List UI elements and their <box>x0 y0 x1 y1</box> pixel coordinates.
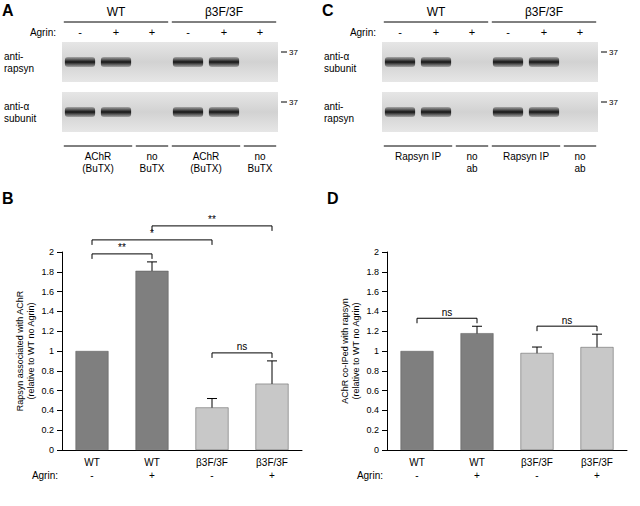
svg-text:0.2: 0.2 <box>366 425 379 435</box>
svg-text:anti-α: anti-α <box>4 101 29 112</box>
svg-text:-: - <box>90 470 93 481</box>
svg-text:-: - <box>186 26 190 38</box>
svg-text:+: + <box>269 470 275 481</box>
svg-text:no: no <box>146 151 158 162</box>
svg-text:ns: ns <box>237 341 248 352</box>
svg-text:D: D <box>327 190 339 207</box>
svg-text:WT: WT <box>427 5 446 19</box>
svg-text:+: + <box>149 26 155 38</box>
svg-text:anti-: anti- <box>4 51 23 62</box>
svg-text:Agrin:: Agrin: <box>30 27 56 38</box>
svg-text:Rapsyn IP: Rapsyn IP <box>503 151 549 162</box>
svg-text:+: + <box>577 26 583 38</box>
svg-text:β3F/3F: β3F/3F <box>205 5 243 19</box>
svg-text:B: B <box>2 190 14 207</box>
svg-text:ab: ab <box>466 163 478 174</box>
svg-text:0.6: 0.6 <box>41 386 54 396</box>
svg-text:0.4: 0.4 <box>41 405 54 415</box>
svg-text:subunit: subunit <box>324 63 356 74</box>
svg-text:0.8: 0.8 <box>41 366 54 376</box>
svg-text:37: 37 <box>609 48 618 57</box>
svg-text:1: 1 <box>374 346 379 356</box>
svg-text:no: no <box>574 151 586 162</box>
svg-text:1.6: 1.6 <box>41 287 54 297</box>
svg-text:(BuTX): (BuTX) <box>82 163 114 174</box>
svg-text:+: + <box>257 26 263 38</box>
svg-text:β3F/3F: β3F/3F <box>581 457 613 468</box>
svg-text:0.4: 0.4 <box>366 405 379 415</box>
svg-text:AChR: AChR <box>193 151 220 162</box>
svg-text:WT: WT <box>144 457 160 468</box>
svg-text:1.8: 1.8 <box>41 267 54 277</box>
svg-text:ns: ns <box>562 315 573 326</box>
svg-text:β3F/3F: β3F/3F <box>521 457 553 468</box>
svg-text:(BuTX): (BuTX) <box>190 163 222 174</box>
svg-text:BuTX: BuTX <box>139 163 164 174</box>
svg-text:+: + <box>433 26 439 38</box>
svg-text:WT: WT <box>107 5 126 19</box>
svg-text:rapsyn: rapsyn <box>324 113 354 124</box>
svg-text:Agrin:: Agrin: <box>32 470 58 481</box>
svg-text:WT: WT <box>469 457 485 468</box>
svg-text:-: - <box>210 470 213 481</box>
svg-text:0.2: 0.2 <box>41 425 54 435</box>
svg-text:1: 1 <box>49 346 54 356</box>
svg-text:ns: ns <box>442 307 453 318</box>
svg-text:1.2: 1.2 <box>41 326 54 336</box>
svg-text:(relative to WT no Agrin): (relative to WT no Agrin) <box>351 303 361 400</box>
svg-text:no: no <box>254 151 266 162</box>
svg-text:**: ** <box>208 214 216 225</box>
svg-text:1.6: 1.6 <box>366 287 379 297</box>
svg-text:WT: WT <box>409 457 425 468</box>
svg-text:Rapsyn associated with AChR: Rapsyn associated with AChR <box>15 290 25 411</box>
svg-text:Rapsyn IP: Rapsyn IP <box>395 151 441 162</box>
svg-text:2: 2 <box>49 247 54 257</box>
svg-text:(relative to WT no Agrin): (relative to WT no Agrin) <box>26 303 36 400</box>
svg-text:0: 0 <box>49 445 54 455</box>
svg-text:subunit: subunit <box>4 113 36 124</box>
svg-text:+: + <box>469 26 475 38</box>
svg-text:Agrin:: Agrin: <box>357 470 383 481</box>
svg-text:1.4: 1.4 <box>41 306 54 316</box>
svg-text:0.8: 0.8 <box>366 366 379 376</box>
svg-text:**: ** <box>118 242 126 253</box>
svg-text:+: + <box>149 470 155 481</box>
svg-text:β3F/3F: β3F/3F <box>256 457 288 468</box>
svg-text:-: - <box>78 26 82 38</box>
svg-text:rapsyn: rapsyn <box>4 63 34 74</box>
svg-text:2: 2 <box>374 247 379 257</box>
svg-text:1.4: 1.4 <box>366 306 379 316</box>
svg-text:1.8: 1.8 <box>366 267 379 277</box>
svg-text:Agrin:: Agrin: <box>350 27 376 38</box>
svg-text:AChR co-IPed with rapsyn: AChR co-IPed with rapsyn <box>340 298 350 404</box>
svg-text:no: no <box>466 151 478 162</box>
svg-text:+: + <box>474 470 480 481</box>
svg-text:-: - <box>398 26 402 38</box>
svg-text:BuTX: BuTX <box>247 163 272 174</box>
svg-text:37: 37 <box>289 48 298 57</box>
svg-text:anti-: anti- <box>324 101 343 112</box>
svg-text:anti-α: anti-α <box>324 51 349 62</box>
svg-text:37: 37 <box>609 98 618 107</box>
svg-text:37: 37 <box>289 98 298 107</box>
svg-text:ab: ab <box>574 163 586 174</box>
svg-text:-: - <box>535 470 538 481</box>
svg-text:A: A <box>2 2 14 19</box>
svg-text:0.6: 0.6 <box>366 386 379 396</box>
svg-text:+: + <box>594 470 600 481</box>
svg-text:-: - <box>415 470 418 481</box>
svg-text:β3F/3F: β3F/3F <box>196 457 228 468</box>
svg-text:+: + <box>221 26 227 38</box>
svg-text:WT: WT <box>84 457 100 468</box>
svg-text:0: 0 <box>374 445 379 455</box>
svg-text:+: + <box>541 26 547 38</box>
svg-text:+: + <box>113 26 119 38</box>
svg-text:1.2: 1.2 <box>366 326 379 336</box>
svg-text:C: C <box>322 2 334 19</box>
svg-text:-: - <box>506 26 510 38</box>
svg-text:AChR: AChR <box>85 151 112 162</box>
svg-text:β3F/3F: β3F/3F <box>525 5 563 19</box>
